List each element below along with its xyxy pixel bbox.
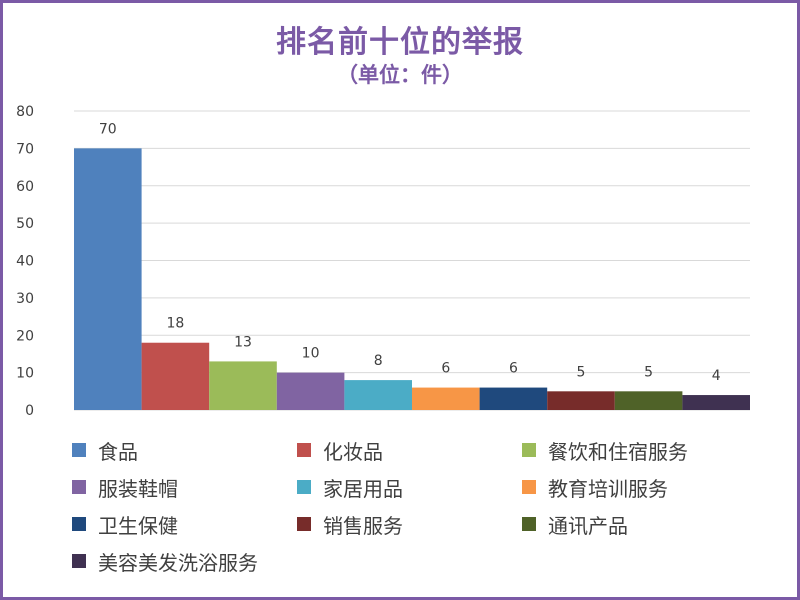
y-tick-label: 80 xyxy=(16,104,34,120)
legend-item: 销售服务 xyxy=(297,510,522,538)
bar xyxy=(479,387,548,410)
legend-swatch xyxy=(522,443,536,457)
bar-value-label: 18 xyxy=(166,316,184,332)
legend-swatch xyxy=(297,443,311,457)
bar-value-label: 5 xyxy=(644,364,653,380)
bar xyxy=(74,148,142,410)
legend-swatch xyxy=(522,517,536,531)
y-tick-label: 0 xyxy=(25,403,34,419)
legend-swatch xyxy=(72,554,86,568)
legend-label: 食品 xyxy=(98,439,138,464)
bar xyxy=(614,391,683,410)
y-tick-label: 40 xyxy=(16,254,34,270)
legend-item: 服装鞋帽 xyxy=(72,473,297,501)
bar-value-label: 8 xyxy=(374,353,383,369)
y-tick-label: 60 xyxy=(16,179,34,195)
legend-swatch xyxy=(72,443,86,457)
legend-label: 美容美发洗浴服务 xyxy=(98,550,258,575)
bar xyxy=(141,342,210,410)
legend-label: 教育培训服务 xyxy=(548,476,668,501)
legend-item: 餐饮和住宿服务 xyxy=(522,436,772,464)
legend-item: 食品 xyxy=(72,436,297,464)
bar xyxy=(682,395,750,410)
bar-value-label: 10 xyxy=(302,346,320,362)
bar-value-label: 6 xyxy=(441,361,450,377)
legend-swatch xyxy=(297,517,311,531)
bar-value-label: 70 xyxy=(99,121,117,137)
bar-value-label: 13 xyxy=(234,334,252,350)
bar xyxy=(276,372,345,410)
legend-label: 家居用品 xyxy=(323,476,403,501)
legend-swatch xyxy=(72,517,86,531)
legend-label: 通讯产品 xyxy=(548,513,628,538)
chart-subtitle: （单位：件） xyxy=(337,63,463,87)
bar-value-label: 6 xyxy=(509,361,518,377)
chart-title: 排名前十位的举报 xyxy=(276,25,524,60)
legend-item: 卫生保健 xyxy=(72,510,297,538)
y-tick-label: 30 xyxy=(16,291,34,307)
bar xyxy=(547,391,615,410)
legend-item: 家居用品 xyxy=(297,473,522,501)
legend-item: 教育培训服务 xyxy=(522,473,772,501)
legend-item: 美容美发洗浴服务 xyxy=(72,547,297,575)
legend-label: 餐饮和住宿服务 xyxy=(548,439,688,464)
bar-value-label: 5 xyxy=(577,364,586,380)
legend-swatch xyxy=(72,480,86,494)
legend-item: 通讯产品 xyxy=(522,510,772,538)
y-tick-label: 50 xyxy=(16,216,34,232)
legend-item: 化妆品 xyxy=(297,436,522,464)
legend-label: 销售服务 xyxy=(323,513,403,538)
legend-label: 服装鞋帽 xyxy=(98,476,178,501)
y-tick-label: 70 xyxy=(16,141,34,157)
legend-swatch xyxy=(297,480,311,494)
bar-value-label: 4 xyxy=(712,368,721,384)
bar xyxy=(412,387,480,410)
y-tick-label: 10 xyxy=(16,366,34,382)
legend-label: 卫生保健 xyxy=(98,513,178,538)
legend-swatch xyxy=(522,480,536,494)
bar xyxy=(344,380,412,410)
y-tick-label: 20 xyxy=(16,328,34,344)
chart-legend: 食品 化妆品 餐饮和住宿服务服装鞋帽 家居用品 教育培训服务卫生保健 销售服务 通讯产品美容… xyxy=(72,436,772,575)
bar xyxy=(209,361,277,410)
legend-label: 化妆品 xyxy=(323,439,383,464)
